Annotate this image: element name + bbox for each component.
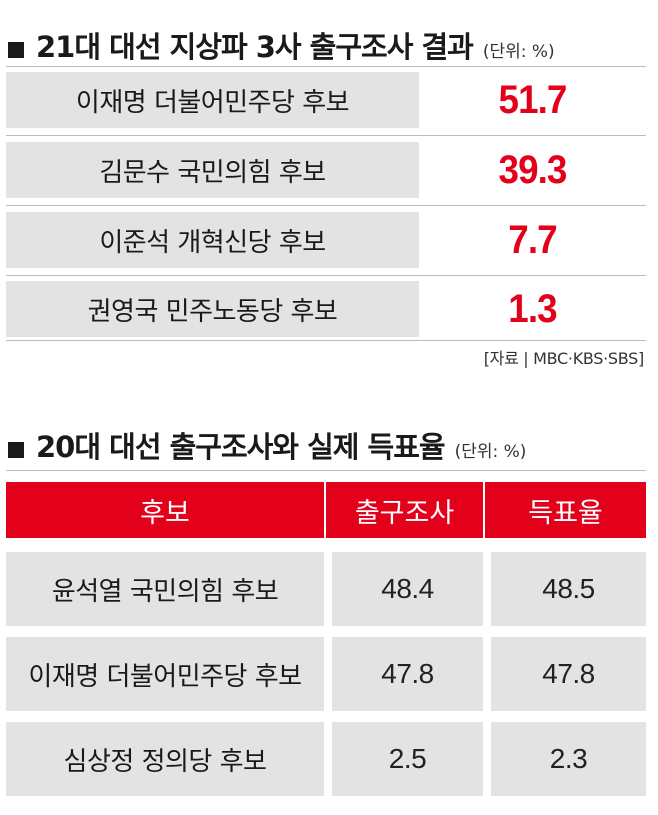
header-candidate: 후보 <box>140 497 190 529</box>
table-header: 후보 출구조사 득표율 <box>6 482 646 538</box>
candidate-name: 이재명 더불어민주당 후보 <box>6 72 419 128</box>
actual-vote-value: 47.8 <box>491 637 646 711</box>
candidate-name: 윤석열 국민의힘 후보 <box>6 552 324 626</box>
actual-vote-value: 48.5 <box>491 552 646 626</box>
source-credit: [자료 | MBC·KBS·SBS] <box>483 349 645 368</box>
candidate-name: 김문수 국민의힘 후보 <box>6 142 419 198</box>
square-bullet-icon <box>8 442 24 458</box>
candidate-name: 심상정 정의당 후보 <box>6 722 324 796</box>
table-row: 권영국 민주노동당 후보 1.3 <box>6 281 646 337</box>
divider <box>6 340 646 341</box>
exit-poll-value: 39.3 <box>498 147 568 192</box>
candidate-name: 이재명 더불어민주당 후보 <box>6 637 324 711</box>
exit-poll-value: 2.5 <box>332 722 483 796</box>
table-row: 심상정 정의당 후보 2.5 2.3 <box>6 722 646 796</box>
actual-vote-value: 2.3 <box>491 722 646 796</box>
section1-heading: 21대 대선 지상파 3사 출구조사 결과 <box>36 30 474 64</box>
divider <box>6 66 646 67</box>
exit-poll-value: 47.8 <box>332 637 483 711</box>
header-divider <box>483 482 485 538</box>
table-row: 김문수 국민의힘 후보 39.3 <box>6 142 646 198</box>
divider <box>6 275 646 276</box>
section2-heading: 20대 대선 출구조사와 실제 득표율 <box>36 430 446 464</box>
section1-unit: (단위: %) <box>482 42 555 62</box>
exit-poll-value: 48.4 <box>332 552 483 626</box>
header-divider <box>324 482 326 538</box>
section2-title: 20대 대선 출구조사와 실제 득표율 (단위: %) <box>8 424 526 466</box>
candidate-name: 이준석 개혁신당 후보 <box>6 212 419 268</box>
header-exit-poll: 출구조사 <box>354 497 455 529</box>
section2-unit: (단위: %) <box>454 442 527 462</box>
table-row: 이준석 개혁신당 후보 7.7 <box>6 212 646 268</box>
section1-title: 21대 대선 지상파 3사 출구조사 결과 (단위: %) <box>8 24 555 66</box>
divider <box>6 205 646 206</box>
square-bullet-icon <box>8 42 24 58</box>
divider <box>6 135 646 136</box>
candidate-name: 권영국 민주노동당 후보 <box>6 281 419 337</box>
table-row: 이재명 더불어민주당 후보 51.7 <box>6 72 646 128</box>
header-actual-vote: 득표율 <box>528 497 603 529</box>
exit-poll-value: 1.3 <box>508 286 557 331</box>
divider <box>6 470 646 471</box>
exit-poll-value: 7.7 <box>508 217 557 262</box>
table-row: 윤석열 국민의힘 후보 48.4 48.5 <box>6 552 646 626</box>
table-row: 이재명 더불어민주당 후보 47.8 47.8 <box>6 637 646 711</box>
exit-poll-value: 51.7 <box>498 77 568 122</box>
